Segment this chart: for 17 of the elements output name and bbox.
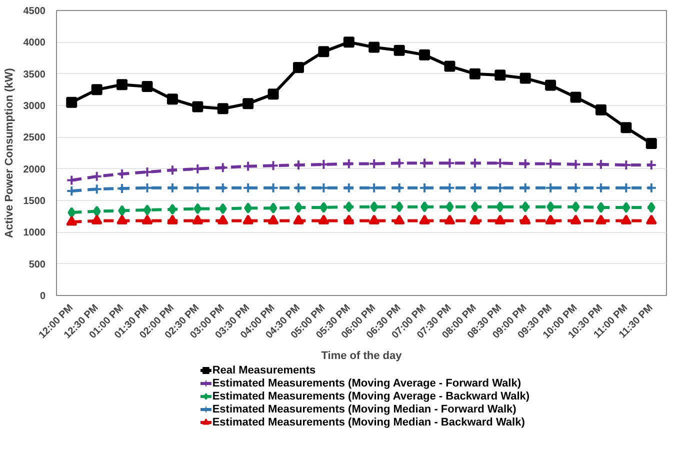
legend-label: Estimated Measurements (Moving Average - Backward Walk) [212, 390, 530, 402]
y-tick-label: 0 [40, 291, 46, 302]
y-tick-label: 4000 [23, 38, 46, 49]
x-axis-title: Time of the day [321, 350, 403, 362]
y-tick-label: 3500 [23, 69, 46, 80]
y-tick-label: 1500 [23, 196, 46, 207]
y-tick-label: 2500 [23, 132, 46, 144]
y-tick-label: 2000 [23, 164, 46, 176]
y-tick-label: 1000 [23, 228, 46, 239]
y-tick-label: 500 [28, 259, 46, 270]
y-axis-title: Active Power Consumption (kW) [3, 68, 16, 238]
legend-label: Estimated Measurements (Moving Average - Forward Walk) [212, 378, 522, 390]
legend-label: Estimated Measurements (Moving Median - Forward Walk) [212, 404, 517, 416]
y-tick-label: 4500 [23, 6, 46, 17]
y-tick-label: 3000 [23, 101, 46, 112]
legend-label: Real Measurements [212, 364, 316, 376]
legend-label: Estimated Measurements (Moving Median - Backward Walk) [212, 416, 526, 428]
